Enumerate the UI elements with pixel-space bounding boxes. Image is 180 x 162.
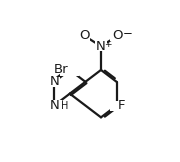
Text: O: O (79, 29, 89, 42)
FancyBboxPatch shape (47, 100, 62, 111)
FancyBboxPatch shape (95, 41, 107, 51)
Text: +: + (104, 40, 112, 49)
Text: N: N (49, 99, 59, 112)
FancyBboxPatch shape (78, 31, 90, 41)
Text: O: O (112, 29, 123, 42)
FancyBboxPatch shape (110, 100, 123, 110)
Text: H: H (61, 101, 68, 111)
Text: N: N (96, 40, 106, 53)
Text: −: − (123, 27, 133, 40)
Text: Br: Br (54, 64, 69, 76)
FancyBboxPatch shape (48, 77, 60, 87)
Text: F: F (118, 99, 125, 112)
FancyBboxPatch shape (110, 31, 125, 41)
Text: N: N (49, 75, 59, 88)
FancyBboxPatch shape (60, 64, 79, 75)
